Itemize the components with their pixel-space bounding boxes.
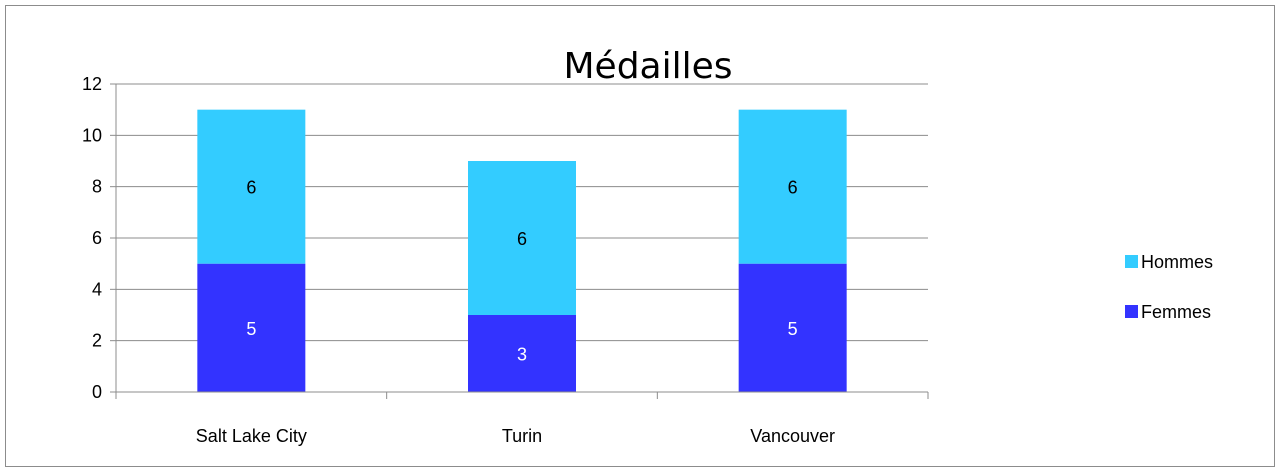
legend-swatch — [1125, 255, 1138, 268]
y-tick-labels: 0 2 4 6 8 10 12 — [82, 74, 102, 402]
legend-swatch — [1125, 305, 1138, 318]
x-category-labels: Salt Lake City Turin Vancouver — [196, 426, 835, 446]
bar-hommes-turin — [468, 161, 576, 315]
legend: Hommes Femmes — [1125, 252, 1213, 322]
y-tick-label: 4 — [92, 279, 102, 299]
data-labels: 5 6 3 6 5 6 — [246, 178, 797, 365]
data-label: 6 — [788, 178, 798, 198]
y-tick-label: 12 — [82, 74, 102, 94]
y-tick-label: 0 — [92, 382, 102, 402]
bar-femmes-salt-lake-city — [197, 263, 306, 392]
y-tick-label: 8 — [92, 177, 102, 197]
x-category-label: Turin — [502, 426, 542, 446]
data-label: 5 — [246, 319, 256, 339]
legend-label: Femmes — [1141, 302, 1211, 322]
bar-femmes-turin — [468, 315, 576, 392]
y-tick-label: 2 — [92, 331, 102, 351]
legend-label: Hommes — [1141, 252, 1213, 272]
x-category-label: Salt Lake City — [196, 426, 307, 446]
axes — [115, 84, 929, 399]
bars — [197, 109, 847, 392]
data-label: 6 — [517, 229, 527, 249]
data-label: 5 — [788, 319, 798, 339]
bar-femmes-vancouver — [738, 263, 847, 392]
y-tick-label: 6 — [92, 228, 102, 248]
bar-hommes-salt-lake-city — [197, 109, 306, 264]
x-category-label: Vancouver — [750, 426, 835, 446]
data-label: 3 — [517, 345, 527, 365]
bar-hommes-vancouver — [738, 109, 847, 264]
data-label: 6 — [246, 178, 256, 198]
y-tick-label: 10 — [82, 125, 102, 145]
chart-title: Médailles — [563, 46, 732, 87]
